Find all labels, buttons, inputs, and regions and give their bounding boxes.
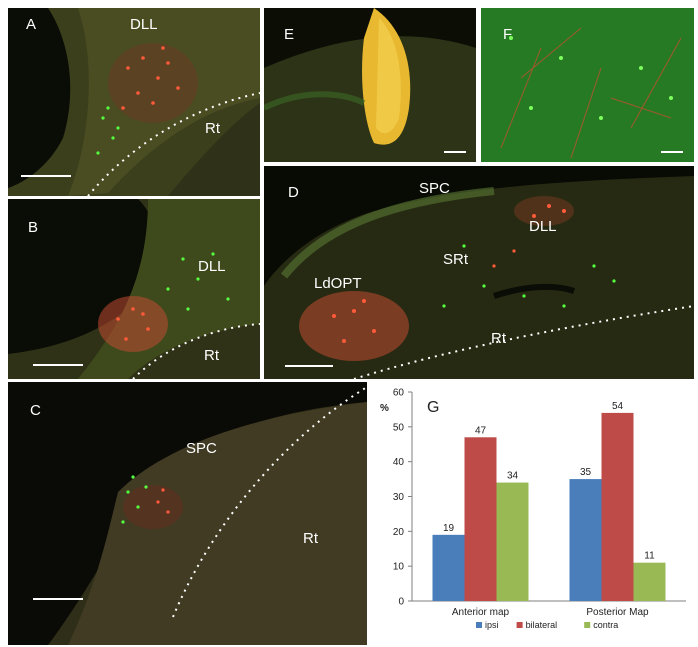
y-tick-label: 30 <box>393 492 405 503</box>
bar-ipsi <box>432 534 465 601</box>
region-spc-d: SPC <box>419 180 450 197</box>
data-label: 11 <box>644 551 655 562</box>
region-rt-d: Rt <box>491 330 506 347</box>
x-tick-label: Posterior Map <box>586 607 649 618</box>
y-axis-label: % <box>380 403 389 414</box>
micrograph-c <box>8 382 367 645</box>
y-tick-label: 20 <box>393 527 405 538</box>
panel-g-label: G <box>427 399 439 416</box>
data-label: 34 <box>507 471 519 482</box>
chart-labels: 19 47 34 35 54 11 <box>443 401 655 562</box>
panel-d: D SPC DLL SRt LdOPT Rt <box>264 166 694 379</box>
y-tick-label: 10 <box>393 562 405 573</box>
region-spc-c: SPC <box>186 440 217 457</box>
region-ldopt-d: LdOPT <box>314 275 362 292</box>
data-label: 19 <box>443 523 455 534</box>
scale-bar-a <box>21 175 71 177</box>
region-rt-c: Rt <box>303 530 318 547</box>
scale-bar-d <box>285 365 333 367</box>
bar-chart: 0 10 20 30 40 50 60 Anterior map Posterior Map 1… <box>370 382 696 645</box>
chart-legend: ipsi bilateral contra <box>476 620 618 630</box>
panel-c: C SPC Rt <box>8 382 367 645</box>
scale-bar-c <box>33 598 83 600</box>
bar-contra <box>633 562 666 601</box>
panel-b-label: B <box>28 219 39 236</box>
micrograph-e <box>264 8 476 162</box>
legend-swatch <box>516 622 523 628</box>
data-label: 35 <box>580 467 592 478</box>
micrograph-b <box>8 199 260 379</box>
bar-ipsi <box>569 479 602 601</box>
micrograph-f <box>481 8 694 162</box>
bar-bilateral <box>464 437 497 601</box>
region-rt-a: Rt <box>205 120 220 137</box>
chart-bars <box>432 412 666 601</box>
scale-bar-f <box>661 151 683 153</box>
panel-d-label: D <box>288 184 299 201</box>
legend-label: bilateral <box>526 620 558 630</box>
y-tick-label: 0 <box>398 597 404 608</box>
legend-label: contra <box>593 620 618 630</box>
legend-swatch <box>584 622 591 628</box>
micrograph-a <box>8 8 260 196</box>
region-dll-a: DLL <box>130 16 158 33</box>
legend-label: ipsi <box>485 620 499 630</box>
region-rt-b: Rt <box>204 347 219 364</box>
panel-a-label: A <box>26 16 37 33</box>
data-label: 47 <box>475 425 487 436</box>
panel-f: F <box>481 8 694 162</box>
y-tick-label: 60 <box>393 388 405 399</box>
region-srt-d: SRt <box>443 251 469 268</box>
bar-contra <box>496 482 529 601</box>
micrograph-d <box>264 166 694 379</box>
x-tick-label: Anterior map <box>452 607 510 618</box>
region-dll-b: DLL <box>198 258 226 275</box>
y-tick-label: 40 <box>393 457 405 468</box>
bar-bilateral <box>601 412 634 601</box>
panel-c-label: C <box>30 402 41 419</box>
scale-bar-e <box>444 151 466 153</box>
panel-e: E <box>264 8 476 162</box>
panel-e-label: E <box>284 26 295 43</box>
region-dll-d: DLL <box>529 218 557 235</box>
data-label: 54 <box>612 401 624 412</box>
panel-b: B DLL Rt <box>8 199 260 379</box>
legend-swatch <box>476 622 482 628</box>
y-tick-label: 50 <box>393 422 405 433</box>
panel-a: A DLL Rt <box>8 8 260 196</box>
scale-bar-b <box>33 364 83 366</box>
panel-f-label: F <box>503 26 513 43</box>
